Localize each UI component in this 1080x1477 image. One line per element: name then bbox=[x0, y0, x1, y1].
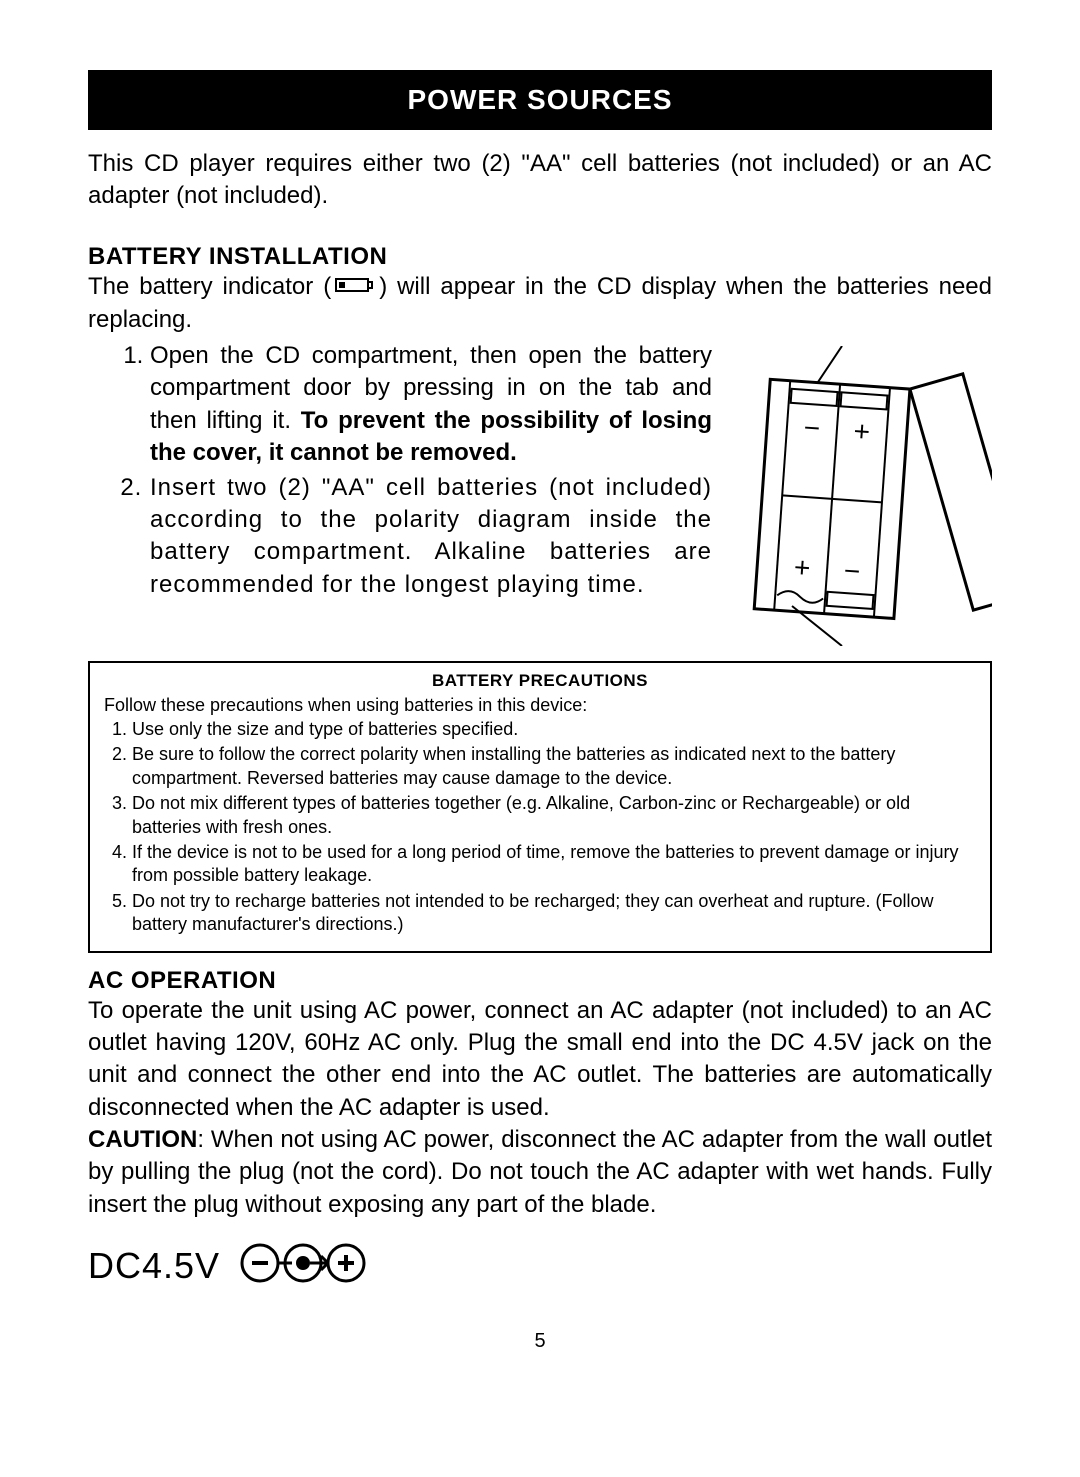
install-step-1: Open the CD compartment, then open the b… bbox=[150, 340, 712, 470]
battery-precautions-box: BATTERY PRECAUTIONS Follow these precaut… bbox=[88, 661, 992, 953]
precaution-item: Do not mix different types of batteries … bbox=[132, 792, 976, 839]
polarity-top-left: − bbox=[803, 412, 821, 444]
precautions-title: BATTERY PRECAUTIONS bbox=[104, 671, 976, 691]
precaution-item: Do not try to recharge batteries not int… bbox=[132, 890, 976, 937]
polarity-bottom-left: + bbox=[793, 551, 811, 583]
intro-paragraph: This CD player requires either two (2) "… bbox=[88, 148, 992, 213]
page-number: 5 bbox=[88, 1330, 992, 1353]
battery-indicator-line: The battery indicator () will appear in … bbox=[88, 271, 992, 336]
precaution-item: Use only the size and type of batteries … bbox=[132, 718, 976, 741]
ac-operation-body: To operate the unit using AC power, conn… bbox=[88, 995, 992, 1125]
battery-compartment-diagram: − + + − bbox=[732, 346, 992, 651]
battery-install-heading: BATTERY INSTALLATION bbox=[88, 243, 992, 271]
ac-caution-paragraph: CAUTION: When not using AC power, discon… bbox=[88, 1124, 992, 1221]
dc-voltage-label: DC4.5V bbox=[88, 1245, 220, 1287]
polarity-top-right: + bbox=[853, 415, 871, 447]
install-steps-wrap: Open the CD compartment, then open the b… bbox=[88, 340, 992, 651]
dc-polarity-icon bbox=[238, 1241, 368, 1290]
dc-jack-spec: DC4.5V bbox=[88, 1241, 992, 1290]
install-steps-list: Open the CD compartment, then open the b… bbox=[88, 340, 712, 603]
caution-label: CAUTION bbox=[88, 1126, 197, 1153]
polarity-bottom-right: − bbox=[843, 555, 861, 587]
ac-operation-heading: AC OPERATION bbox=[88, 967, 992, 995]
battery-icon bbox=[335, 271, 375, 303]
precautions-list: Use only the size and type of batteries … bbox=[104, 718, 976, 937]
indicator-prefix: The battery indicator ( bbox=[88, 273, 331, 300]
install-step-2: Insert two (2) "AA" cell batteries (not … bbox=[150, 472, 712, 602]
precautions-intro: Follow these precautions when using batt… bbox=[104, 695, 976, 716]
section-title-bar: POWER SOURCES bbox=[88, 70, 992, 130]
caution-body: : When not using AC power, disconnect th… bbox=[88, 1126, 992, 1218]
precaution-item: If the device is not to be used for a lo… bbox=[132, 841, 976, 888]
precaution-item: Be sure to follow the correct polarity w… bbox=[132, 743, 976, 790]
